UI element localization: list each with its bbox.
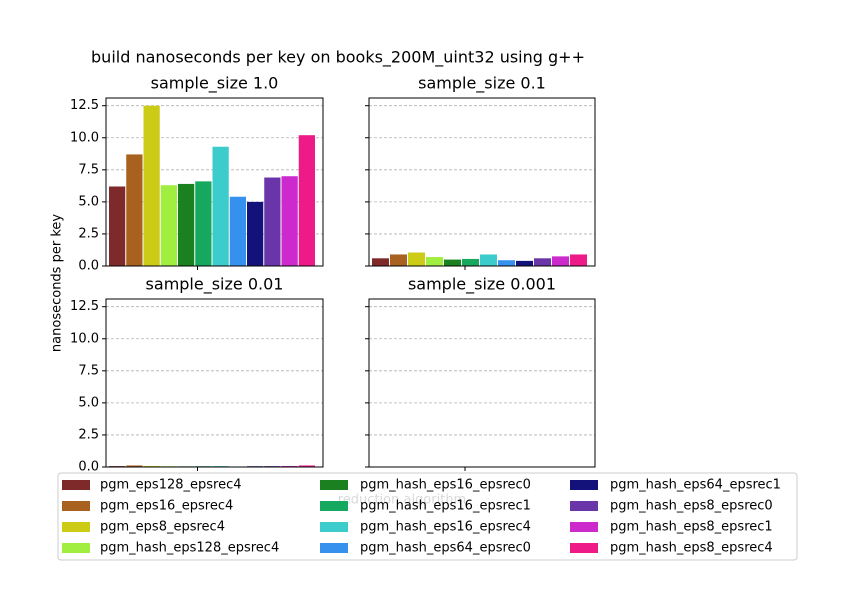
bar (212, 146, 229, 266)
legend-swatch (62, 480, 90, 490)
legend-label: pgm_eps128_epsrec4 (100, 478, 242, 493)
panel-title: sample_size 0.1 (418, 74, 546, 94)
bar (178, 183, 195, 266)
axes-frame (368, 298, 596, 468)
y-tick-label: 10.0 (70, 331, 99, 346)
legend-swatch (320, 501, 348, 511)
y-tick-label: 12.5 (70, 98, 99, 113)
legend-label: pgm_hash_eps16_epsrec4 (360, 520, 531, 535)
y-tick-label: 10.0 (70, 130, 99, 145)
y-tick-label: 5.0 (78, 395, 99, 410)
bar (281, 465, 298, 467)
legend-label: pgm_hash_eps8_epsrec4 (610, 541, 773, 556)
axes-frame (105, 97, 324, 267)
axes-frame (105, 298, 324, 468)
bar (160, 185, 177, 266)
bar (143, 465, 160, 467)
panel-title: sample_size 0.01 (146, 275, 284, 295)
figure-title: build nanoseconds per key on books_200M_… (91, 48, 585, 68)
bar (229, 196, 246, 266)
legend-swatch (570, 501, 598, 511)
legend-swatch (320, 522, 348, 532)
y-tick-label: 7.5 (78, 363, 99, 378)
bar (195, 181, 212, 266)
axes-frame (368, 97, 596, 267)
legend-swatch (570, 543, 598, 553)
legend-label: pgm_eps8_epsrec4 (100, 520, 225, 535)
y-tick-label: 0.0 (78, 259, 99, 274)
legend-label: pgm_hash_eps64_epsrec1 (610, 478, 781, 493)
bar (298, 135, 315, 266)
bar (408, 252, 425, 266)
legend-swatch (62, 522, 90, 532)
bar (247, 201, 264, 266)
bar (298, 465, 315, 467)
panel-title: sample_size 1.0 (151, 74, 279, 94)
legend-swatch (320, 543, 348, 553)
bar (264, 177, 281, 266)
legend-label: pgm_hash_eps8_epsrec1 (610, 520, 773, 535)
legend-swatch (570, 522, 598, 532)
legend-swatch (320, 480, 348, 490)
bar (390, 254, 407, 266)
legend-swatch (62, 501, 90, 511)
legend-label: pgm_hash_eps128_epsrec4 (100, 541, 279, 556)
y-axis-label: nanoseconds per key (50, 214, 65, 352)
bar (462, 258, 479, 266)
y-tick-label: 2.5 (78, 226, 99, 241)
bar (281, 176, 298, 266)
legend-label: pgm_hash_eps8_epsrec0 (610, 499, 773, 514)
bar (126, 465, 143, 467)
bar (143, 105, 160, 266)
y-tick-label: 7.5 (78, 162, 99, 177)
y-tick-label: 2.5 (78, 427, 99, 442)
legend-box (57, 472, 798, 561)
bar (480, 254, 497, 266)
panel-title: sample_size 0.001 (408, 275, 556, 295)
bar (516, 260, 533, 266)
bar (498, 260, 515, 266)
legend-label: pgm_hash_eps16_epsrec1 (360, 499, 531, 514)
legend-label: pgm_hash_eps64_epsrec0 (360, 541, 531, 556)
legend: pgm_eps128_epsrec4 pgm_eps16_epsrec4 pgm_e… (57, 472, 798, 561)
bar (534, 258, 551, 266)
legend-swatch (570, 480, 598, 490)
bar (372, 258, 389, 266)
legend-label: pgm_hash_eps16_epsrec0 (360, 478, 531, 493)
y-tick-label: 12.5 (70, 299, 99, 314)
bar (552, 256, 569, 266)
bar (109, 186, 126, 266)
y-tick-label: 0.0 (78, 460, 99, 475)
bar (126, 154, 143, 266)
legend-swatch (62, 543, 90, 553)
bar (426, 257, 443, 266)
legend-label: pgm_eps16_epsrec4 (100, 499, 233, 514)
bar (444, 259, 461, 266)
bar (570, 254, 587, 266)
y-tick-label: 5.0 (78, 194, 99, 209)
